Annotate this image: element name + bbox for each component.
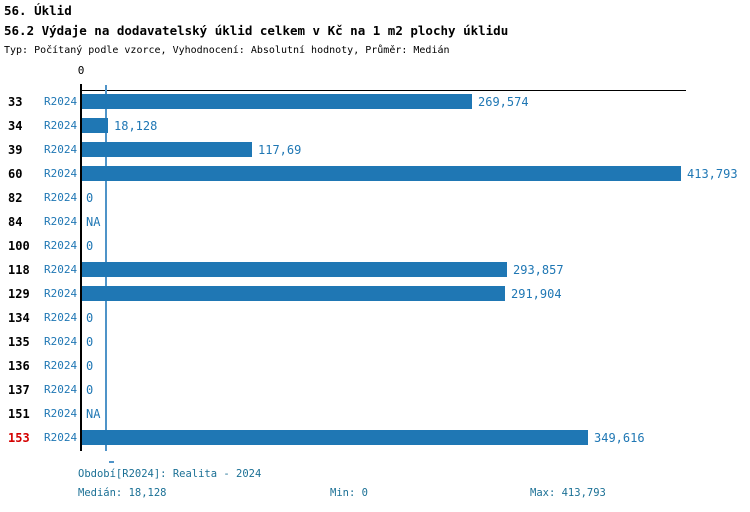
row-category-label: 151 — [8, 407, 30, 421]
row-series-label: R2024 — [44, 335, 78, 348]
value-label: 413,793 — [687, 167, 738, 181]
value-label: 0 — [86, 383, 94, 397]
axis-zero-label: 0 — [77, 64, 85, 77]
value-bar — [82, 118, 108, 133]
value-label: 0 — [86, 191, 94, 205]
row-category-label: 118 — [8, 263, 30, 277]
page-title: 56. Úklid — [4, 3, 72, 18]
chart-row: 100 R2024 0 — [0, 234, 750, 258]
value-bar — [82, 166, 681, 181]
row-series-label: R2024 — [44, 167, 78, 180]
chart-row: 136 R2024 0 — [0, 354, 750, 378]
row-category-label: 84 — [8, 215, 23, 229]
chart-row: 34 R2024 18,128 — [0, 114, 750, 138]
value-label: 0 — [86, 359, 94, 373]
value-label: 293,857 — [513, 263, 564, 277]
row-category-label: 100 — [8, 239, 30, 253]
value-label: 0 — [86, 311, 94, 325]
value-label: 0 — [86, 335, 94, 349]
chart-row: 134 R2024 0 — [0, 306, 750, 330]
chart-row: 129 R2024 291,904 — [0, 282, 750, 306]
chart-row: 84 R2024 NA — [0, 210, 750, 234]
value-bar — [82, 142, 252, 157]
row-category-label: 134 — [8, 311, 30, 325]
value-label: 291,904 — [511, 287, 562, 301]
footer-min-label: Min: 0 — [330, 487, 368, 499]
row-series-label: R2024 — [44, 431, 78, 444]
row-category-label: 153 — [8, 431, 30, 445]
row-category-label: 60 — [8, 167, 23, 181]
chart-row: 135 R2024 0 — [0, 330, 750, 354]
median-bottom-tick — [109, 461, 114, 463]
chart-row: 33 R2024 269,574 — [0, 90, 750, 114]
row-series-label: R2024 — [44, 119, 78, 132]
row-category-label: 39 — [8, 143, 23, 157]
row-series-label: R2024 — [44, 407, 78, 420]
row-series-label: R2024 — [44, 215, 78, 228]
value-label: 117,69 — [258, 143, 302, 157]
row-category-label: 33 — [8, 95, 23, 109]
chart-row: 151 R2024 NA — [0, 402, 750, 426]
row-series-label: R2024 — [44, 287, 78, 300]
value-label: 18,128 — [114, 119, 158, 133]
chart-row: 153 R2024 349,616 — [0, 426, 750, 450]
row-series-label: R2024 — [44, 263, 78, 276]
row-series-label: R2024 — [44, 239, 78, 252]
value-label: NA — [86, 407, 101, 421]
value-bar — [82, 430, 588, 445]
row-category-label: 136 — [8, 359, 30, 373]
chart-row: 118 R2024 293,857 — [0, 258, 750, 282]
row-category-label: 129 — [8, 287, 30, 301]
footer-period-label: Období[R2024]: Realita - 2024 — [78, 468, 262, 480]
row-series-label: R2024 — [44, 143, 78, 156]
value-label: NA — [86, 215, 101, 229]
page-subtitle: 56.2 Výdaje na dodavatelský úklid celkem… — [4, 23, 509, 38]
chart-row: 82 R2024 0 — [0, 186, 750, 210]
value-label: 0 — [86, 239, 94, 253]
value-label: 269,574 — [478, 95, 529, 109]
row-category-label: 82 — [8, 191, 23, 205]
row-category-label: 137 — [8, 383, 30, 397]
row-series-label: R2024 — [44, 359, 78, 372]
footer-median-label: Medián: 18,128 — [78, 487, 167, 499]
row-series-label: R2024 — [44, 191, 78, 204]
row-category-label: 34 — [8, 119, 23, 133]
chart-row: 137 R2024 0 — [0, 378, 750, 402]
row-series-label: R2024 — [44, 95, 78, 108]
value-bar — [82, 262, 507, 277]
row-series-label: R2024 — [44, 311, 78, 324]
y-axis-line — [80, 84, 82, 451]
chart-meta: Typ: Počítaný podle vzorce, Vyhodnocení:… — [4, 45, 450, 56]
value-bar — [82, 94, 472, 109]
row-series-label: R2024 — [44, 383, 78, 396]
value-bar — [82, 286, 505, 301]
row-category-label: 135 — [8, 335, 30, 349]
footer-max-label: Max: 413,793 — [530, 487, 606, 499]
value-label: 349,616 — [594, 431, 645, 445]
plot-top-border — [81, 90, 686, 91]
chart-row: 39 R2024 117,69 — [0, 138, 750, 162]
chart-row: 60 R2024 413,793 — [0, 162, 750, 186]
